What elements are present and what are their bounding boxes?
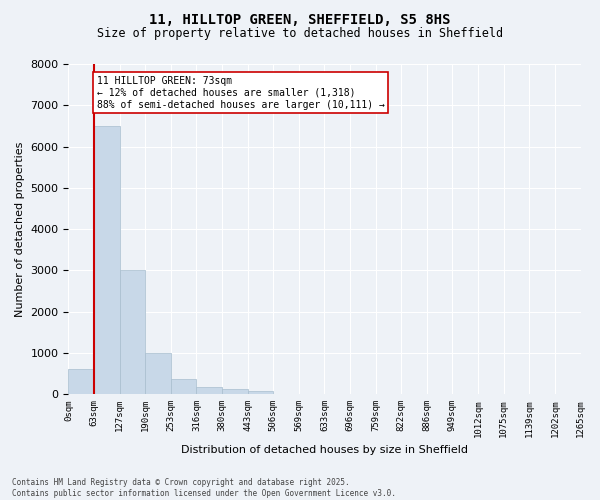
- Bar: [145, 353, 171, 394]
- Text: Contains HM Land Registry data © Crown copyright and database right 2025.
Contai: Contains HM Land Registry data © Crown c…: [12, 478, 396, 498]
- Bar: [119, 270, 145, 394]
- Text: 11 HILLTOP GREEN: 73sqm
← 12% of detached houses are smaller (1,318)
88% of semi: 11 HILLTOP GREEN: 73sqm ← 12% of detache…: [97, 76, 385, 110]
- Bar: [248, 391, 273, 394]
- Bar: [196, 387, 222, 394]
- X-axis label: Distribution of detached houses by size in Sheffield: Distribution of detached houses by size …: [181, 445, 468, 455]
- Bar: [68, 370, 94, 394]
- Bar: [171, 378, 196, 394]
- Bar: [94, 126, 119, 394]
- Y-axis label: Number of detached properties: Number of detached properties: [15, 142, 25, 317]
- Bar: [222, 389, 248, 394]
- Text: 11, HILLTOP GREEN, SHEFFIELD, S5 8HS: 11, HILLTOP GREEN, SHEFFIELD, S5 8HS: [149, 12, 451, 26]
- Text: Size of property relative to detached houses in Sheffield: Size of property relative to detached ho…: [97, 28, 503, 40]
